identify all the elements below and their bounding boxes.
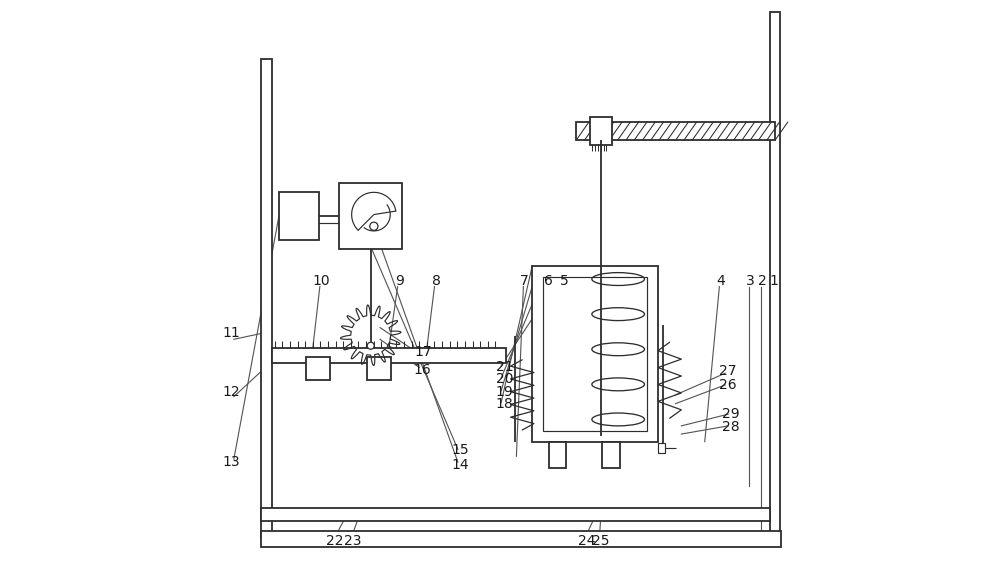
- Bar: [549, 442, 566, 468]
- Text: 7: 7: [520, 274, 529, 288]
- Bar: [261, 58, 272, 538]
- Bar: [261, 531, 781, 547]
- Text: 29: 29: [722, 407, 740, 421]
- Text: 19: 19: [496, 385, 514, 399]
- Bar: [576, 122, 775, 140]
- Text: 8: 8: [432, 274, 441, 288]
- Text: 4: 4: [717, 274, 726, 288]
- Bar: [261, 508, 770, 521]
- Bar: [770, 12, 780, 538]
- Text: 5: 5: [560, 274, 569, 288]
- Text: 14: 14: [451, 458, 469, 472]
- Text: 24: 24: [578, 534, 595, 548]
- Text: 26: 26: [719, 378, 737, 392]
- Bar: [543, 277, 647, 431]
- Bar: [590, 117, 612, 145]
- Bar: [532, 266, 658, 442]
- Bar: [306, 357, 330, 380]
- Bar: [367, 357, 391, 380]
- Bar: [602, 442, 620, 468]
- Text: 23: 23: [344, 534, 361, 548]
- Text: 16: 16: [414, 363, 432, 377]
- Bar: [658, 443, 665, 453]
- Text: 20: 20: [496, 372, 513, 386]
- Text: 6: 6: [544, 274, 552, 288]
- Text: 15: 15: [451, 443, 469, 457]
- Bar: [339, 183, 402, 249]
- Text: 9: 9: [395, 274, 404, 288]
- Text: 11: 11: [222, 326, 240, 340]
- Text: 2: 2: [758, 274, 766, 288]
- Text: 10: 10: [313, 274, 330, 288]
- Text: 1: 1: [769, 274, 778, 288]
- Circle shape: [370, 222, 378, 230]
- Text: 18: 18: [496, 397, 514, 411]
- Text: 3: 3: [746, 274, 755, 288]
- Text: 27: 27: [719, 364, 737, 378]
- Text: 28: 28: [722, 420, 740, 434]
- Text: 12: 12: [222, 385, 240, 399]
- Text: 21: 21: [496, 360, 513, 374]
- Bar: [279, 192, 319, 240]
- Circle shape: [367, 342, 374, 349]
- Text: 22: 22: [326, 534, 344, 548]
- Text: 13: 13: [222, 455, 240, 469]
- Text: 25: 25: [592, 534, 609, 548]
- Text: 17: 17: [414, 345, 432, 359]
- Bar: [272, 348, 506, 363]
